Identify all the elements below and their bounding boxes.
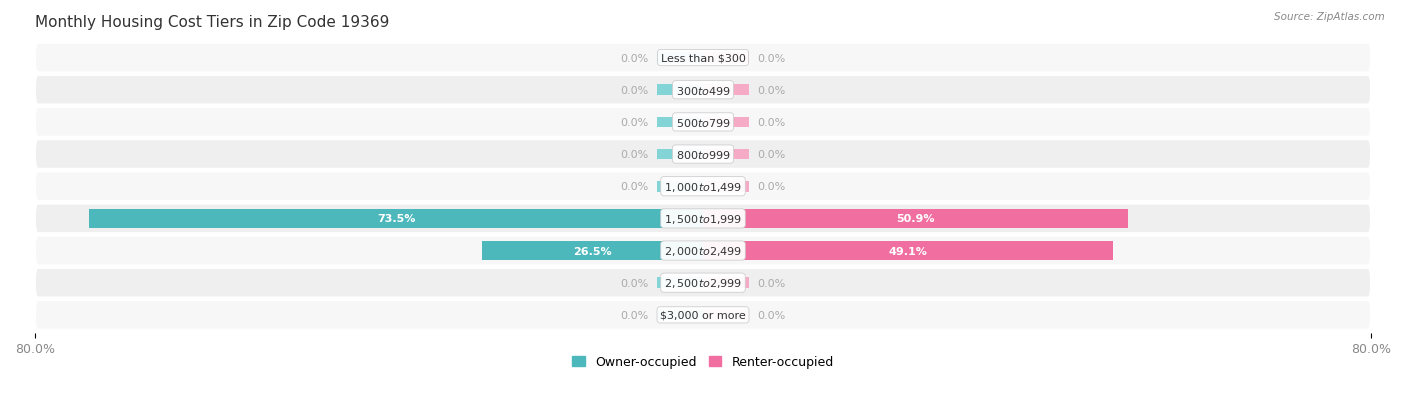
Text: 0.0%: 0.0% bbox=[758, 310, 786, 320]
FancyBboxPatch shape bbox=[35, 236, 1371, 266]
Legend: Owner-occupied, Renter-occupied: Owner-occupied, Renter-occupied bbox=[568, 350, 838, 373]
Bar bbox=[703, 150, 749, 160]
Bar bbox=[703, 85, 749, 96]
Bar bbox=[657, 278, 703, 288]
Text: $1,500 to $1,999: $1,500 to $1,999 bbox=[664, 212, 742, 225]
Bar bbox=[703, 53, 749, 64]
Bar bbox=[703, 310, 749, 320]
Bar bbox=[482, 241, 703, 261]
Bar bbox=[703, 241, 1114, 261]
Text: Monthly Housing Cost Tiers in Zip Code 19369: Monthly Housing Cost Tiers in Zip Code 1… bbox=[35, 15, 389, 30]
Text: 0.0%: 0.0% bbox=[620, 150, 648, 160]
Text: $2,500 to $2,999: $2,500 to $2,999 bbox=[664, 277, 742, 290]
FancyBboxPatch shape bbox=[35, 76, 1371, 105]
FancyBboxPatch shape bbox=[35, 268, 1371, 298]
Text: $500 to $799: $500 to $799 bbox=[675, 116, 731, 128]
Text: 49.1%: 49.1% bbox=[889, 246, 928, 256]
Bar bbox=[657, 150, 703, 160]
Bar bbox=[703, 209, 1128, 228]
Bar bbox=[657, 310, 703, 320]
Text: 73.5%: 73.5% bbox=[377, 214, 415, 224]
Text: 26.5%: 26.5% bbox=[574, 246, 612, 256]
Bar bbox=[703, 181, 749, 192]
Text: 0.0%: 0.0% bbox=[620, 118, 648, 128]
Text: $300 to $499: $300 to $499 bbox=[675, 85, 731, 97]
Text: Source: ZipAtlas.com: Source: ZipAtlas.com bbox=[1274, 12, 1385, 22]
Text: 0.0%: 0.0% bbox=[758, 53, 786, 64]
Text: 0.0%: 0.0% bbox=[620, 182, 648, 192]
FancyBboxPatch shape bbox=[35, 204, 1371, 234]
Text: 50.9%: 50.9% bbox=[896, 214, 935, 224]
Bar bbox=[657, 117, 703, 128]
Text: $1,000 to $1,499: $1,000 to $1,499 bbox=[664, 180, 742, 193]
FancyBboxPatch shape bbox=[35, 108, 1371, 138]
Text: 0.0%: 0.0% bbox=[620, 310, 648, 320]
Text: 0.0%: 0.0% bbox=[758, 118, 786, 128]
Text: 0.0%: 0.0% bbox=[620, 278, 648, 288]
Text: 0.0%: 0.0% bbox=[758, 278, 786, 288]
Text: 0.0%: 0.0% bbox=[758, 150, 786, 160]
Text: $3,000 or more: $3,000 or more bbox=[661, 310, 745, 320]
Text: 0.0%: 0.0% bbox=[620, 85, 648, 95]
FancyBboxPatch shape bbox=[35, 172, 1371, 202]
FancyBboxPatch shape bbox=[35, 44, 1371, 73]
Text: 0.0%: 0.0% bbox=[620, 53, 648, 64]
Bar bbox=[657, 181, 703, 192]
FancyBboxPatch shape bbox=[35, 300, 1371, 330]
Text: 0.0%: 0.0% bbox=[758, 85, 786, 95]
Bar bbox=[703, 117, 749, 128]
Bar bbox=[89, 209, 703, 228]
Bar bbox=[703, 278, 749, 288]
Text: $800 to $999: $800 to $999 bbox=[675, 149, 731, 161]
FancyBboxPatch shape bbox=[35, 140, 1371, 169]
Text: Less than $300: Less than $300 bbox=[661, 53, 745, 64]
Text: $2,000 to $2,499: $2,000 to $2,499 bbox=[664, 244, 742, 257]
Text: 0.0%: 0.0% bbox=[758, 182, 786, 192]
Bar bbox=[657, 85, 703, 96]
Bar bbox=[657, 53, 703, 64]
